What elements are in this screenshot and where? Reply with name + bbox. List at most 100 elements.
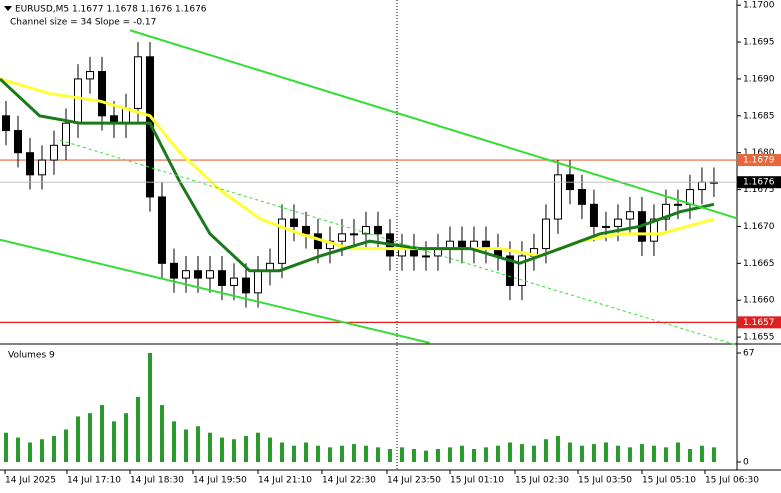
candle-body [661,203,670,220]
volume-bar [603,442,608,462]
volume-bar [579,445,584,462]
level-label: 1.1679 [743,156,775,166]
x-tick-label: 15 Jul 03:50 [578,476,632,486]
candle-body [49,144,58,161]
y-tick-label: 1.1670 [743,222,775,232]
candle-body [373,225,382,235]
x-tick-label: 15 Jul 01:10 [450,476,504,486]
candle-body [193,270,202,279]
volume-bar [243,435,248,462]
candle-body [541,218,550,250]
candle-body [217,270,226,286]
volume-bar [15,437,20,462]
volume-bar [279,442,284,462]
volume-bar [399,447,404,462]
volume-bar [663,447,668,462]
candle-body [73,78,82,124]
candle-body [625,211,634,220]
x-tick-label: 15 Jul 02:30 [515,476,569,486]
level-label-box [737,316,781,329]
level-label-box [737,154,781,167]
volume-bar [591,444,596,462]
volume-bar [207,432,212,462]
candle-body [277,218,286,264]
volume-bar [63,429,68,462]
volume-bar [123,413,128,462]
volume-bar [195,426,200,462]
volume-bar [231,439,236,462]
candle-body [169,262,178,279]
volume-bar [315,445,320,462]
candle-body [301,225,310,235]
volume-bar [567,442,572,462]
line-series [129,29,738,220]
volume-bar [159,405,164,462]
last-price-label: 1.1676 [743,178,775,188]
y-tick-label: 67 [743,349,754,359]
volume-bar [267,437,272,462]
volume-bar [375,447,380,462]
candle-body [613,218,622,227]
candle-body [505,255,514,286]
volume-bar [483,447,488,462]
indicator-label: Channel size = 34 Slope = -0.17 [10,18,156,28]
y-tick-label: 1.1665 [743,259,775,269]
x-tick-label: 14 Jul 23:50 [387,476,441,486]
volume-bar [651,445,656,462]
line-series [0,77,715,258]
volume-bar [387,448,392,462]
candle-body [37,159,46,176]
y-tick-label: 1.1655 [743,333,775,343]
menu-arrow [4,6,12,11]
x-tick-label: 14 Jul 21:10 [258,476,312,486]
volume-bar [507,442,512,462]
y-tick-label: 1.1700 [743,1,775,11]
volume-bar [303,442,308,462]
y-tick-label: 1.1690 [743,74,775,84]
volume-bar [255,432,260,462]
volume-bar [675,442,680,462]
volume-bar [471,448,476,462]
line-series [0,238,431,344]
volume-bar [699,445,704,462]
volume-bar [327,447,332,462]
candle-body [649,218,658,242]
y-tick-label: 1.1695 [743,38,775,48]
volume-bar [87,413,92,462]
volume-bar [615,445,620,462]
volume-bar [363,445,368,462]
volume-bar [711,447,716,462]
candle-body [673,203,682,206]
x-tick-label: 14 Jul 19:50 [193,476,247,486]
candle-body [181,270,190,279]
candle-body [205,270,214,279]
last-price-box [737,176,781,189]
volume-bar [27,442,32,462]
volume-bar [171,421,176,462]
candle-body [253,270,262,294]
y-tick-label: 1.1660 [743,296,775,306]
volume-bar [459,445,464,462]
y-tick-label: 0 [743,458,749,468]
chart-title: EURUSD,M5 1.1677 1.1678 1.1676 1.1676 [15,5,207,15]
candle-body [85,71,94,80]
volume-bar [111,421,116,462]
line-series [0,77,715,273]
candle-body [289,218,298,227]
volume-bar [75,416,80,462]
volume-bar [627,447,632,462]
volume-bar [183,429,188,462]
candle-body [61,122,70,146]
volume-bar [339,445,344,462]
candle-body [601,225,610,228]
y-tick-label: 1.1680 [743,148,775,158]
candle-body [517,255,526,286]
volume-bar [639,444,644,462]
x-tick-label: 14 Jul 17:10 [67,476,121,486]
line-series [59,139,738,346]
candle-body [229,277,238,286]
candle-body [349,233,358,236]
volume-bar [3,432,8,462]
volume-bar [51,435,56,462]
